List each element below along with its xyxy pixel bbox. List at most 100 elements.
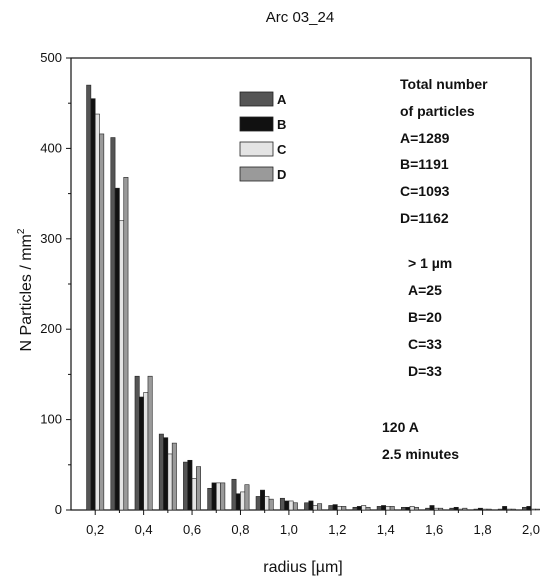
- bar-C-3: [167, 453, 173, 511]
- bar-C-0: [94, 113, 100, 511]
- x-tick-label-7: 1,6: [425, 522, 443, 537]
- bar-B-17: [502, 506, 508, 511]
- x-tick-label-4: 1,0: [280, 522, 298, 537]
- legend-label-B: B: [277, 117, 286, 132]
- bar-A-5: [207, 487, 213, 511]
- bar-C-15: [458, 508, 463, 511]
- bar-A-14: [425, 507, 431, 511]
- bar-A-6: [231, 478, 237, 511]
- x-tick-label-6: 1,4: [377, 522, 395, 537]
- annotation-totals: Total number of particles A=1289 B=1191 …: [400, 76, 488, 226]
- bar-A-11: [352, 506, 358, 511]
- bar-A-15: [449, 507, 455, 511]
- bars-group: [86, 84, 540, 511]
- bar-A-3: [158, 433, 164, 511]
- bar-D-14: [438, 507, 444, 511]
- bar-C-2: [143, 392, 149, 511]
- bar-C-17: [506, 508, 512, 511]
- x-tick-label-8: 1,8: [474, 522, 492, 537]
- bar-B-10: [332, 504, 338, 511]
- y-axis-label: N Particles / mm2: [16, 228, 35, 351]
- gt-value-d: D=33: [408, 363, 442, 379]
- legend-label-A: A: [277, 92, 287, 107]
- bar-D-16: [486, 508, 492, 511]
- bar-D-1: [123, 177, 129, 511]
- bar-B-4: [187, 459, 193, 511]
- bar-D-12: [389, 506, 395, 511]
- bar-B-11: [356, 506, 362, 511]
- bar-A-7: [255, 496, 261, 511]
- total-heading-line-1: Total number: [400, 76, 488, 92]
- bar-D-9: [317, 503, 323, 511]
- bar-C-7: [264, 496, 270, 511]
- y-tick-label-2: 200: [40, 321, 62, 336]
- total-value-a: A=1289: [400, 130, 450, 146]
- bar-B-0: [90, 98, 96, 511]
- bar-C-8: [288, 500, 294, 511]
- legend-swatch-D: [239, 166, 274, 182]
- x-axis-label: radius [µm]: [263, 559, 342, 576]
- bar-A-1: [110, 137, 116, 511]
- bar-B-6: [235, 493, 241, 511]
- bar-D-18: [535, 508, 540, 511]
- bar-B-14: [429, 505, 435, 511]
- bar-A-17: [497, 508, 503, 511]
- y-axis-label-superscript: 2: [16, 228, 27, 234]
- bar-D-6: [244, 484, 250, 511]
- bar-A-10: [328, 505, 334, 511]
- bar-D-2: [147, 375, 153, 511]
- y-axis-label-main: N Particles / mm: [18, 234, 35, 351]
- axis-ticks: [66, 57, 532, 515]
- total-value-d: D=1162: [400, 210, 449, 226]
- y-tick-labels: 0 100 200 300 400 500: [40, 50, 62, 517]
- bar-A-16: [473, 508, 479, 511]
- bar-B-16: [477, 507, 483, 511]
- bar-B-5: [211, 482, 217, 511]
- bar-B-18: [526, 506, 532, 511]
- gt-value-a: A=25: [408, 282, 442, 298]
- gt-heading: > 1 µm: [408, 255, 452, 271]
- x-tick-label-5: 1,2: [328, 522, 346, 537]
- legend-swatch-A: [239, 91, 274, 107]
- y-tick-label-1: 100: [40, 412, 62, 427]
- x-tick-label-9: 2,0: [522, 522, 540, 537]
- total-value-b: B=1191: [400, 156, 449, 172]
- chart-title: Arc 03_24: [266, 9, 334, 26]
- x-tick-label-3: 0,8: [231, 522, 249, 537]
- bar-D-8: [292, 502, 298, 511]
- bar-C-12: [385, 506, 391, 511]
- bar-B-8: [284, 500, 290, 511]
- bar-B-2: [139, 396, 144, 511]
- y-tick-label-0: 0: [55, 502, 62, 517]
- current-label: 120 A: [382, 419, 419, 435]
- bar-B-13: [405, 506, 411, 511]
- bar-C-4: [191, 478, 197, 511]
- bar-C-18: [530, 508, 536, 511]
- bar-C-16: [482, 508, 488, 511]
- bar-A-13: [400, 506, 406, 511]
- total-value-c: C=1093: [400, 183, 450, 199]
- y-tick-label-3: 300: [40, 231, 62, 246]
- bar-D-3: [171, 442, 177, 511]
- bar-A-12: [376, 506, 382, 511]
- bar-D-5: [220, 482, 226, 511]
- bar-B-3: [163, 437, 169, 511]
- bar-A-0: [86, 84, 92, 511]
- y-tick-label-4: 400: [40, 140, 62, 155]
- bar-B-1: [114, 187, 120, 511]
- bar-B-12: [381, 505, 387, 511]
- bar-B-9: [308, 500, 314, 511]
- x-tick-label-2: 0,6: [183, 522, 201, 537]
- x-tick-label-1: 0,4: [135, 522, 153, 537]
- bar-C-14: [433, 507, 439, 511]
- y-tick-label-5: 500: [40, 50, 62, 65]
- annotation-conditions: 120 A 2.5 minutes: [382, 419, 459, 462]
- bar-C-5: [215, 482, 221, 511]
- bar-D-4: [196, 466, 202, 511]
- bar-A-8: [279, 497, 285, 511]
- gt-value-b: B=20: [408, 309, 442, 325]
- bar-D-7: [268, 498, 274, 511]
- bar-B-7: [260, 489, 265, 511]
